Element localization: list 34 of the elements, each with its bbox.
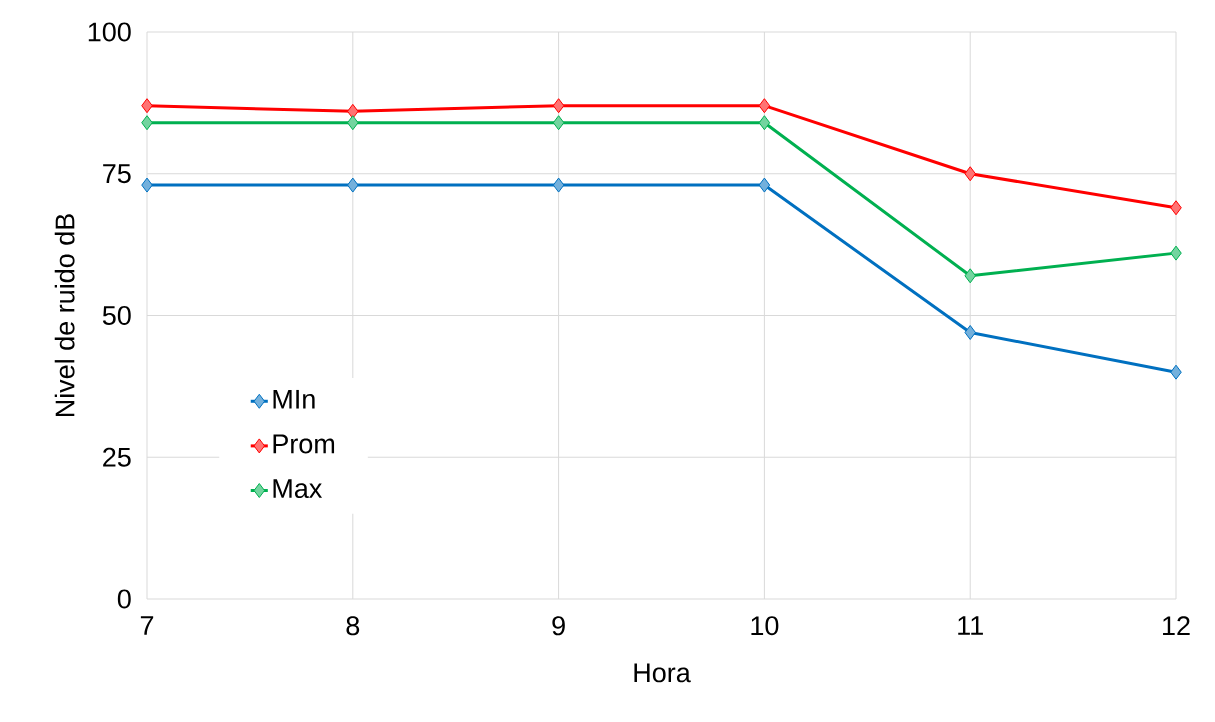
point [1170,245,1182,261]
point [141,177,153,193]
point [758,177,771,193]
legend-label: Max [273,479,323,499]
point [964,268,976,284]
y-tick-label: 50 [102,305,131,326]
x-tick-label: 12 [1163,616,1190,636]
y-tick-label: 100 [88,22,131,42]
point [1170,364,1182,380]
x-axis-title: Hora [634,663,691,683]
y-tick-label: 25 [103,447,131,467]
point [347,103,359,119]
y-tick-label: 0 [117,589,131,609]
point [141,98,153,114]
point [552,177,565,193]
point [758,115,771,131]
point [964,166,976,182]
point [141,115,153,131]
point [964,325,976,340]
x-tick-label: 9 [552,616,565,636]
x-tick-label: 7 [140,616,154,635]
point [347,115,359,131]
x-tick-label: 11 [958,616,983,635]
x-tick-label: 10 [751,616,779,636]
x-tick-label: 8 [346,616,360,636]
point [552,115,565,131]
point [758,98,771,114]
legend-label: MIn [273,389,315,409]
point [1170,200,1182,216]
y-axis-title: Nivel de ruido dB [54,214,75,417]
y-tick-label: 75 [103,164,131,184]
legend-label: Prom [273,434,335,454]
point [552,98,565,114]
point [347,177,359,193]
